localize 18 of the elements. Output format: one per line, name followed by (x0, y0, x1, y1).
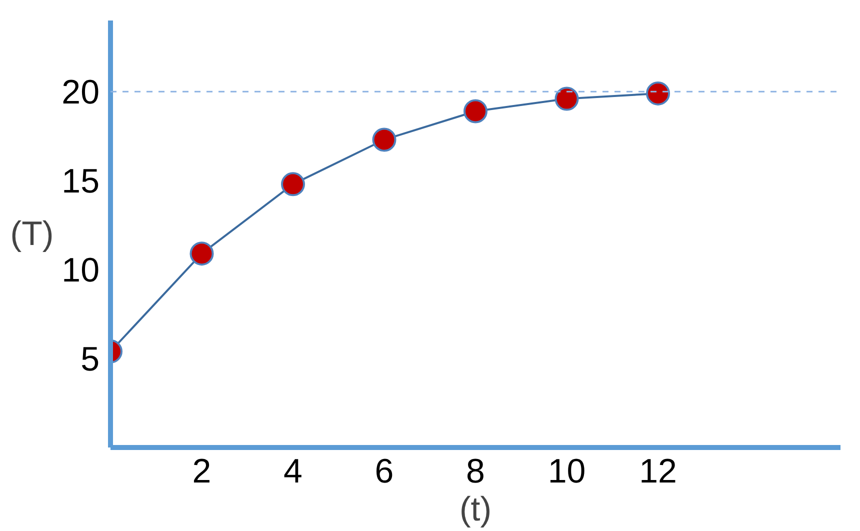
point (190, 242, 214, 266)
y-tick-label: 15 (62, 162, 100, 201)
point (281, 172, 305, 196)
y-tick-label: 10 (62, 252, 100, 290)
x-tick-label: 6 (374, 452, 394, 490)
y-tick-label: 5 (80, 340, 100, 379)
point (464, 99, 488, 124)
x-tick-label: 10 (548, 452, 586, 490)
point (372, 128, 396, 152)
point (646, 81, 670, 106)
x-tick-label: 12 (639, 452, 677, 490)
x-tick-label: 2 (192, 452, 212, 490)
x-tick-label: 4 (284, 452, 302, 490)
x-axis-title: (t) (459, 490, 492, 528)
y-axis-title: (T) (10, 215, 54, 253)
y-tick-label: 20 (62, 74, 100, 112)
x-tick-label: 8 (466, 452, 485, 490)
point (554, 86, 579, 111)
